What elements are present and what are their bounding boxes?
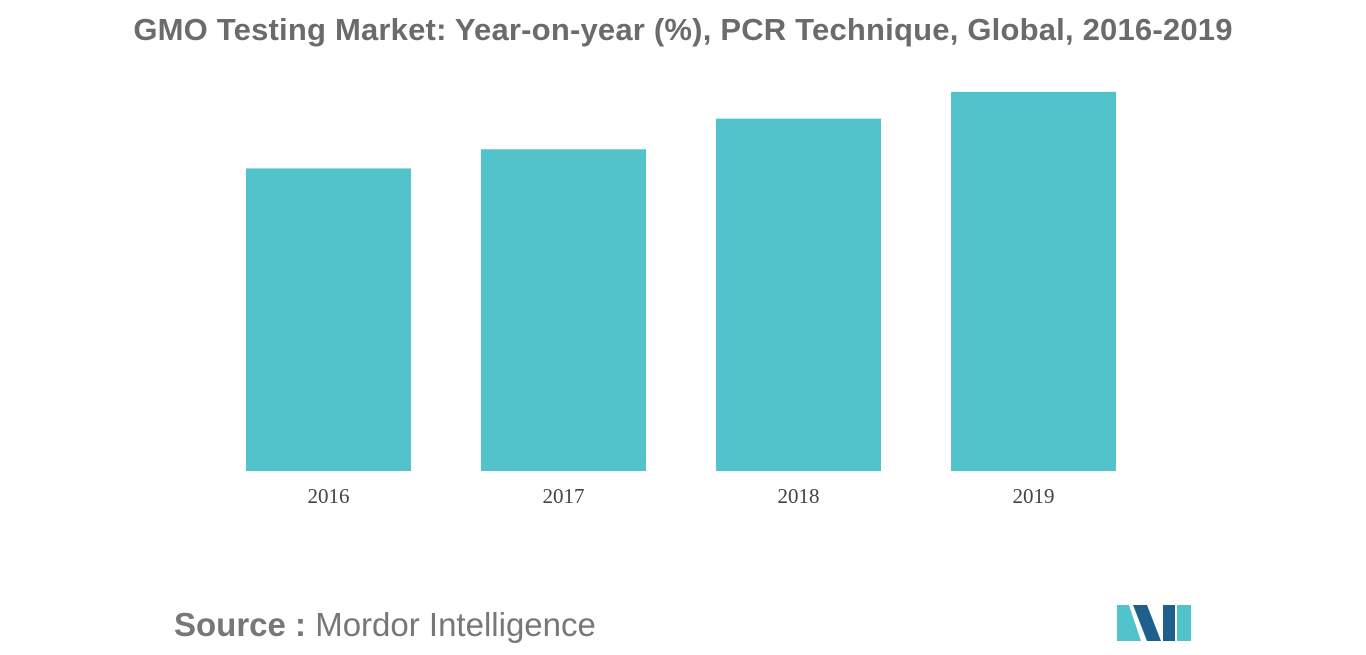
x-tick-label: 2016 — [308, 484, 350, 508]
bar-chart: 2016 2017 2018 2019 — [246, 91, 1116, 508]
chart-title: GMO Testing Market: Year-on-year (%), PC… — [133, 12, 1233, 47]
mordor-logo-icon — [1117, 605, 1191, 641]
logo-left-shape — [1117, 605, 1141, 641]
bar-2018 — [716, 118, 881, 471]
x-tick-label: 2019 — [1013, 484, 1055, 508]
bar-2016 — [246, 168, 411, 471]
x-tick-label: 2018 — [778, 484, 820, 508]
logo-accent-shape — [1177, 605, 1191, 641]
x-tick-label: 2017 — [543, 484, 585, 508]
source-note: Source : Mordor Intelligence — [174, 606, 596, 644]
bar-2017 — [481, 149, 646, 471]
source-label: Source : — [174, 606, 307, 643]
bars-group — [246, 91, 1116, 471]
logo-right-shape — [1163, 605, 1175, 641]
bar-2019 — [951, 91, 1116, 471]
x-tick-labels: 2016 2017 2018 2019 — [308, 484, 1055, 508]
source-name: Mordor Intelligence — [315, 606, 596, 643]
logo-mid-shape — [1133, 605, 1161, 641]
